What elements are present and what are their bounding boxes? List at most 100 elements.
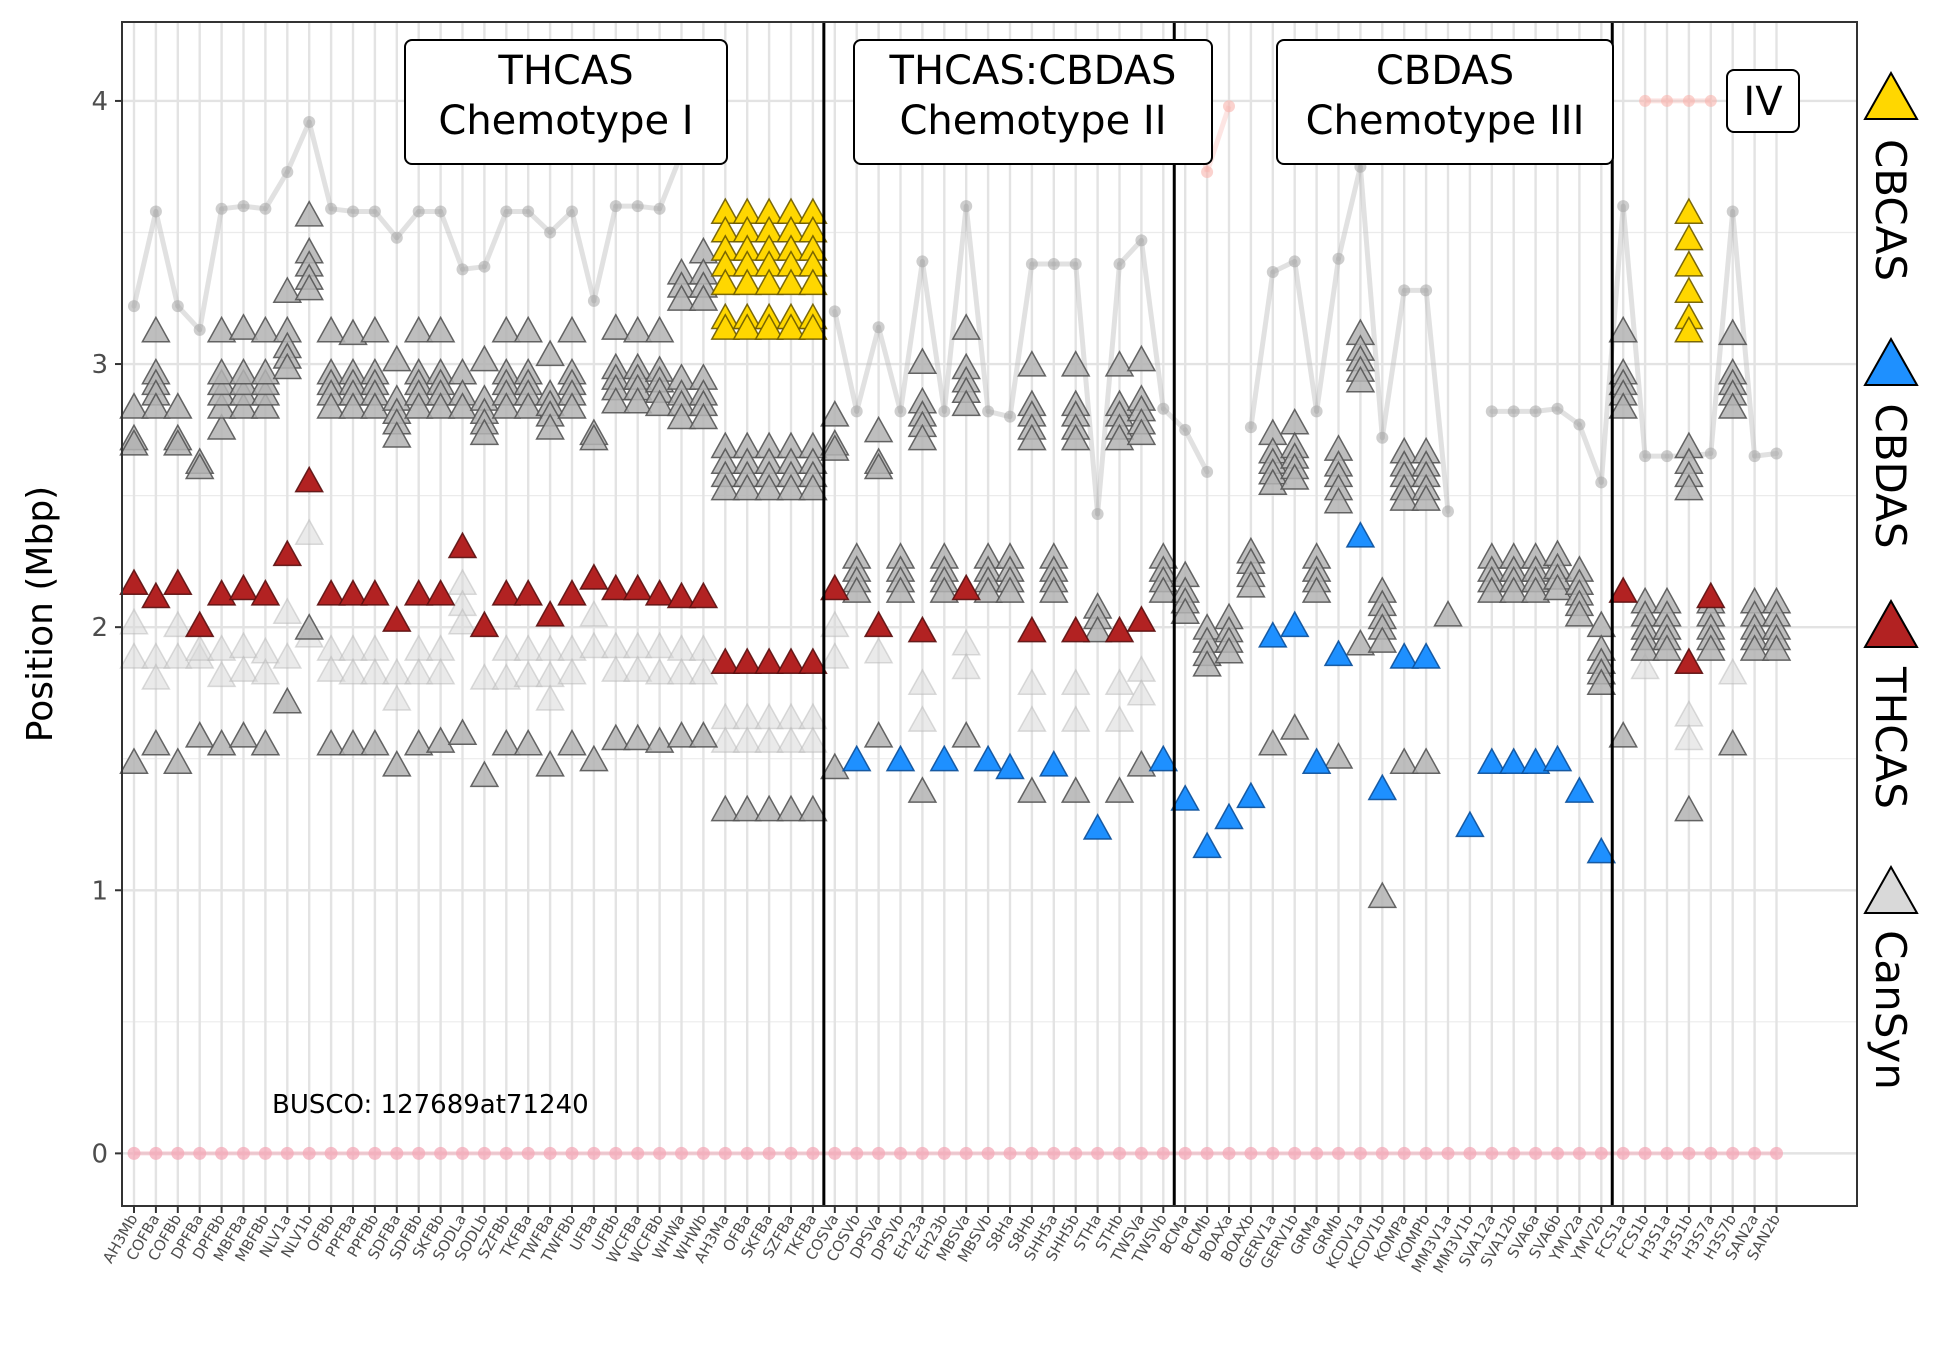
- busco-point-origin: [1419, 1146, 1433, 1160]
- other-synthase-marker: [601, 386, 631, 414]
- busco-link: [262, 169, 290, 212]
- other-synthase-marker: [557, 728, 587, 756]
- other-synthase-marker: [469, 344, 500, 372]
- cbdas-marker: [1082, 813, 1113, 840]
- busco-point: [587, 294, 600, 307]
- cansyn-marker: [206, 660, 237, 688]
- cansyn-marker: [272, 642, 303, 669]
- other-synthase-marker: [557, 392, 587, 419]
- cansyn-marker: [951, 652, 981, 680]
- other-synthase-marker: [119, 747, 149, 774]
- busco-point-origin: [1332, 1146, 1345, 1160]
- thcas-marker: [601, 573, 631, 601]
- legend: CBCAS CBDAS THCAS CanSyn: [1863, 70, 1919, 1090]
- other-synthase-marker: [1345, 628, 1376, 656]
- other-synthase-marker: [294, 273, 324, 301]
- busco-point: [215, 202, 228, 215]
- thcas-marker: [1017, 615, 1047, 643]
- busco-point-origin: [1353, 1146, 1367, 1160]
- other-synthase-marker: [601, 723, 631, 751]
- busco-point: [237, 200, 250, 213]
- other-synthase-marker: [469, 760, 500, 788]
- busco-point: [850, 405, 863, 418]
- busco-point-origin: [1375, 1146, 1389, 1160]
- other-synthase-marker: [1060, 776, 1091, 803]
- other-synthase-marker: [250, 728, 281, 756]
- busco-point: [522, 205, 535, 218]
- cansyn-marker: [163, 610, 193, 638]
- other-synthase-marker: [1608, 721, 1638, 748]
- other-synthase-marker: [228, 313, 259, 340]
- busco-point: [259, 202, 272, 215]
- other-synthase-marker: [907, 423, 938, 451]
- other-synthase-marker: [469, 418, 500, 446]
- busco-point-origin: [215, 1146, 229, 1160]
- other-synthase-marker: [644, 315, 675, 343]
- cbdas-marker: [1367, 773, 1398, 801]
- cansyn-marker: [469, 663, 500, 690]
- busco-link: [1073, 261, 1101, 517]
- thcas-marker: [579, 563, 609, 590]
- other-synthase-marker: [206, 413, 237, 440]
- busco-point-origin: [1704, 1146, 1718, 1160]
- busco-point: [1420, 284, 1433, 297]
- cbcas-marker: [710, 268, 741, 296]
- busco-link: [898, 258, 925, 414]
- other-synthase-marker: [206, 728, 237, 756]
- other-synthase-marker: [644, 726, 675, 753]
- thcas-marker: [1696, 581, 1726, 609]
- gene-markers: [119, 197, 1792, 909]
- cansyn-marker: [820, 642, 850, 669]
- busco-point-origin: [850, 1146, 864, 1160]
- cansyn-marker: [316, 655, 346, 682]
- cansyn-marker: [666, 657, 697, 685]
- busco-point-origin: [696, 1146, 710, 1160]
- legend-label-cansyn: CanSyn: [1866, 930, 1915, 1090]
- other-synthase-marker: [119, 428, 149, 456]
- busco-point-origin: [806, 1146, 820, 1160]
- busco-point: [982, 405, 995, 418]
- other-synthase-marker: [382, 421, 412, 448]
- busco-point-origin: [784, 1146, 798, 1160]
- cbcas-marker: [1674, 250, 1704, 277]
- busco-point: [1025, 258, 1038, 271]
- busco-point: [1004, 410, 1016, 423]
- other-synthase-marker: [951, 389, 981, 417]
- thcas-marker: [294, 465, 324, 493]
- cbcas-marker: [798, 313, 828, 340]
- busco-point-origin: [346, 1146, 360, 1160]
- busco-link: [832, 308, 860, 414]
- other-synthase-marker: [316, 392, 346, 419]
- busco-link: [1357, 164, 1385, 441]
- busco-point-far: [1682, 94, 1695, 107]
- busco-point-origin: [1463, 1146, 1477, 1160]
- other-synthase-marker: [907, 776, 938, 803]
- y-tick-label: 0: [91, 1139, 108, 1169]
- other-synthase-marker: [1060, 423, 1091, 451]
- busco-point-origin: [828, 1146, 842, 1160]
- cbdas-marker: [1345, 521, 1376, 548]
- busco-point-origin: [1616, 1146, 1630, 1160]
- other-synthase-marker: [250, 357, 281, 385]
- cbdas-marker: [1236, 781, 1266, 809]
- other-synthase-marker: [951, 313, 981, 340]
- busco-point: [1332, 252, 1345, 265]
- busco-point: [1135, 234, 1148, 247]
- busco-point-origin: [368, 1146, 382, 1160]
- thcas-marker: [622, 573, 653, 601]
- cansyn-marker: [272, 597, 303, 624]
- busco-link: [569, 208, 597, 304]
- busco-point: [653, 202, 666, 215]
- other-synthase-marker: [1608, 315, 1638, 343]
- busco-link: [481, 208, 509, 270]
- busco-point-origin: [565, 1146, 579, 1160]
- legend-marker-cbcas: [1863, 70, 1919, 120]
- other-synthase-marker: [1017, 423, 1047, 451]
- cansyn-marker: [1104, 705, 1135, 732]
- other-synthase-marker: [1214, 636, 1244, 664]
- busco-point: [1047, 258, 1060, 271]
- cbdas-marker: [1214, 802, 1244, 830]
- cansyn-marker: [141, 663, 171, 690]
- busco-point-origin: [1222, 1146, 1236, 1160]
- thcas-marker: [644, 578, 675, 606]
